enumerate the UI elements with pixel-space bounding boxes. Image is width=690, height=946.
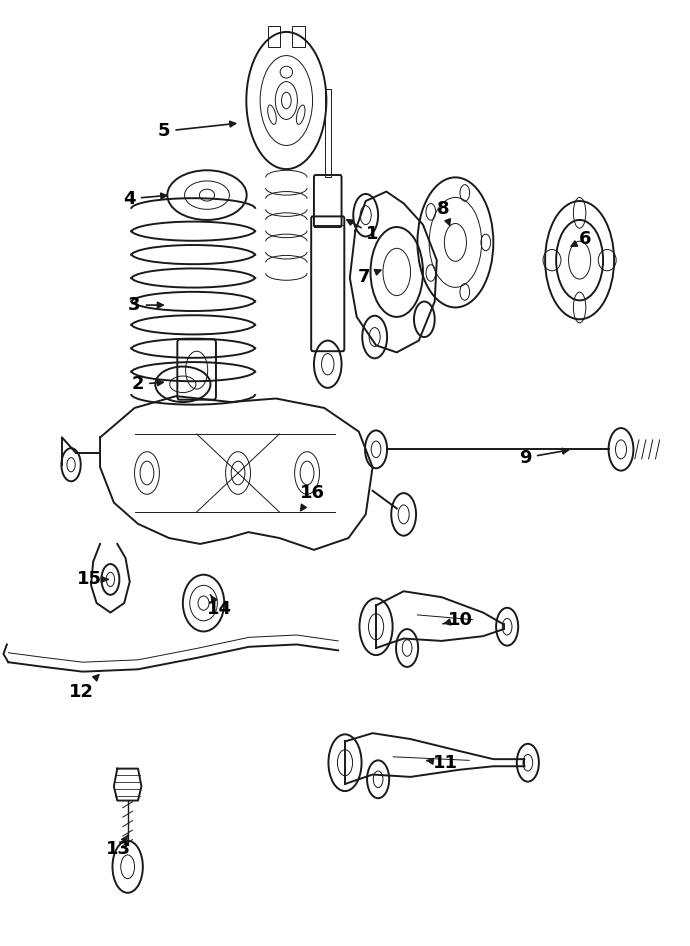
Text: 13: 13: [106, 835, 131, 858]
Text: 11: 11: [427, 754, 457, 772]
Text: 15: 15: [77, 570, 108, 588]
Text: 14: 14: [207, 595, 232, 618]
Text: 2: 2: [132, 376, 163, 394]
Text: 12: 12: [69, 674, 99, 701]
Text: 6: 6: [571, 230, 591, 248]
Text: 5: 5: [158, 121, 235, 140]
Bar: [268, 26, 280, 47]
Text: 16: 16: [300, 484, 325, 511]
Text: 10: 10: [443, 610, 473, 629]
Bar: [293, 26, 305, 47]
Text: 9: 9: [520, 448, 568, 466]
Text: 4: 4: [124, 189, 166, 208]
Text: 8: 8: [437, 201, 451, 225]
Text: 1: 1: [347, 219, 379, 243]
Text: 7: 7: [358, 268, 381, 286]
Text: 3: 3: [128, 296, 163, 314]
